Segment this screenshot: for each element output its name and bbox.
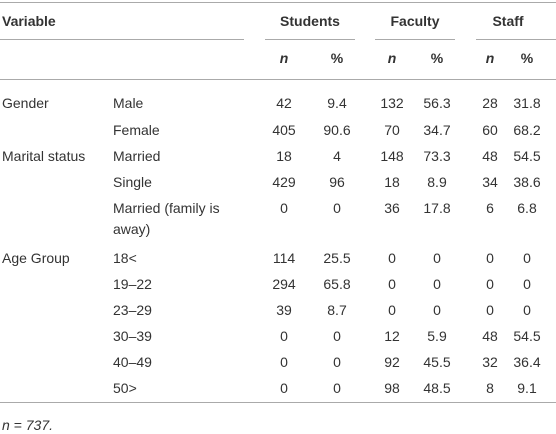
row-label: Male <box>113 95 144 111</box>
cell-value: 18 <box>276 148 292 164</box>
row-group: Marital status <box>2 148 86 164</box>
cell-value: 0 <box>433 302 441 318</box>
cell-value: 31.8 <box>513 95 541 111</box>
cell-value: 18 <box>384 174 400 190</box>
header-group: Faculty <box>390 13 440 29</box>
cell-value: 0 <box>333 200 341 216</box>
header-group: Students <box>280 13 340 29</box>
row-label: Married (family is away) <box>113 200 220 237</box>
cell-value: 45.5 <box>423 354 451 370</box>
cell-value: 28 <box>482 95 498 111</box>
cell-value: 54.5 <box>513 148 541 164</box>
footnote: n = 737. <box>2 417 53 433</box>
cell-value: 9.4 <box>327 95 347 111</box>
cell-value: 0 <box>388 302 396 318</box>
cell-value: 60 <box>482 122 498 138</box>
cell-value: 0 <box>523 276 531 292</box>
header-sub: n <box>279 50 289 66</box>
cell-value: 56.3 <box>423 95 451 111</box>
header-sub: % <box>330 50 344 66</box>
row-label: Married <box>113 148 161 164</box>
rule <box>375 39 455 40</box>
header-group: Staff <box>492 13 524 29</box>
cell-value: 6 <box>486 200 494 216</box>
cell-value: 17.8 <box>423 200 451 216</box>
cell-value: 0 <box>280 380 288 396</box>
cell-value: 73.3 <box>423 148 451 164</box>
cell-value: 132 <box>380 95 404 111</box>
cell-value: 4 <box>333 148 341 164</box>
header-sub: % <box>520 50 534 66</box>
cell-value: 0 <box>523 250 531 266</box>
row-group: Gender <box>2 95 49 111</box>
header-sub: n <box>485 50 495 66</box>
cell-value: 48 <box>482 148 498 164</box>
cell-value: 405 <box>272 122 296 138</box>
cell-value: 0 <box>388 250 396 266</box>
cell-value: 6.8 <box>517 200 537 216</box>
cell-value: 0 <box>433 250 441 266</box>
rule <box>0 39 244 40</box>
row-label: 50> <box>113 380 137 396</box>
cell-value: 294 <box>272 276 296 292</box>
cell-value: 68.2 <box>513 122 541 138</box>
cell-value: 0 <box>333 380 341 396</box>
cell-value: 0 <box>388 276 396 292</box>
rule <box>0 2 556 3</box>
rule <box>265 39 355 40</box>
cell-value: 34 <box>482 174 498 190</box>
rule <box>0 79 556 80</box>
cell-value: 54.5 <box>513 328 541 344</box>
cell-value: 0 <box>333 328 341 344</box>
cell-value: 5.9 <box>427 328 447 344</box>
cell-value: 48 <box>482 328 498 344</box>
cell-value: 0 <box>333 354 341 370</box>
cell-value: 429 <box>272 174 296 190</box>
header-sub: % <box>430 50 444 66</box>
rule <box>0 402 556 403</box>
cell-value: 0 <box>523 302 531 318</box>
cell-value: 70 <box>384 122 400 138</box>
row-label: Female <box>113 122 160 138</box>
cell-value: 0 <box>280 328 288 344</box>
cell-value: 8 <box>486 380 494 396</box>
cell-value: 0 <box>486 276 494 292</box>
cell-value: 8.7 <box>327 302 347 318</box>
row-label: 23–29 <box>113 302 152 318</box>
cell-value: 96 <box>329 174 345 190</box>
row-label: 18< <box>113 250 137 266</box>
row-label: 19–22 <box>113 276 152 292</box>
cell-value: 148 <box>380 148 404 164</box>
cell-value: 25.5 <box>323 250 351 266</box>
cell-value: 0 <box>280 354 288 370</box>
cell-value: 65.8 <box>323 276 351 292</box>
row-label: Single <box>113 174 152 190</box>
cell-value: 92 <box>384 354 400 370</box>
cell-value: 39 <box>276 302 292 318</box>
cell-value: 0 <box>280 200 288 216</box>
cell-value: 0 <box>486 302 494 318</box>
cell-value: 0 <box>433 276 441 292</box>
row-group: Age Group <box>2 250 70 266</box>
cell-value: 36.4 <box>513 354 541 370</box>
cell-value: 98 <box>384 380 400 396</box>
cell-value: 114 <box>272 250 296 266</box>
cell-value: 38.6 <box>513 174 541 190</box>
row-label: 40–49 <box>113 354 152 370</box>
cell-value: 12 <box>384 328 400 344</box>
cell-value: 42 <box>276 95 292 111</box>
header-sub: n <box>387 50 397 66</box>
cell-value: 0 <box>486 250 494 266</box>
header-variable: Variable <box>2 13 56 29</box>
rule <box>476 39 556 40</box>
cell-value: 90.6 <box>323 122 351 138</box>
cell-value: 9.1 <box>517 380 537 396</box>
cell-value: 8.9 <box>427 174 447 190</box>
row-label: 30–39 <box>113 328 152 344</box>
cell-value: 32 <box>482 354 498 370</box>
cell-value: 36 <box>384 200 400 216</box>
cell-value: 34.7 <box>423 122 451 138</box>
cell-value: 48.5 <box>423 380 451 396</box>
